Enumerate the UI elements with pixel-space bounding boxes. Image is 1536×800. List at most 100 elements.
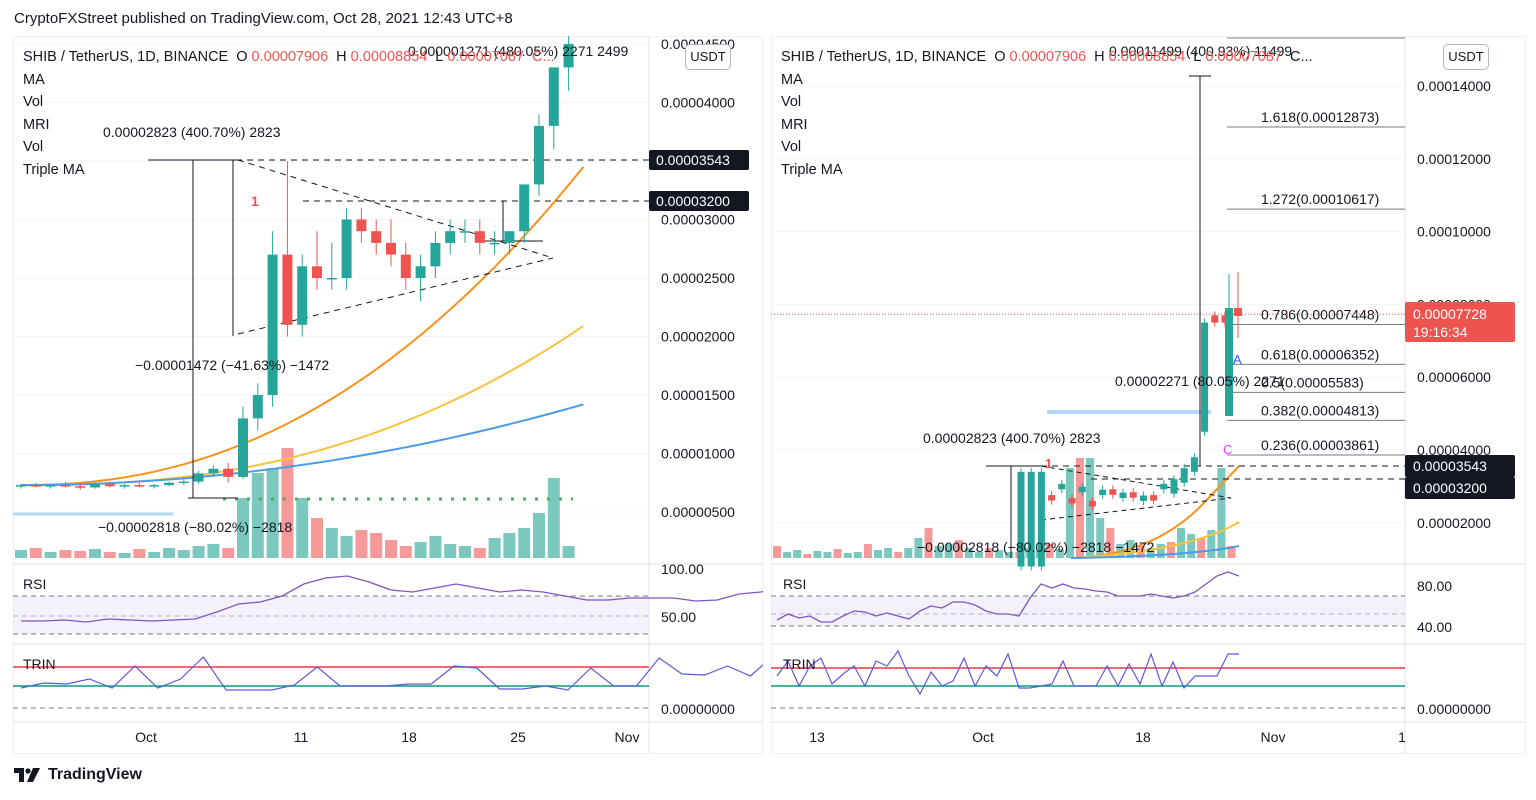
left-volume-bar xyxy=(370,533,383,558)
left-volume-bar xyxy=(311,518,323,558)
left-candle-body xyxy=(356,219,367,232)
right-ind-triple-ma[interactable]: Triple MA xyxy=(781,161,843,178)
right-fib-label: 1.272(0.00010617) xyxy=(1261,191,1379,207)
left-ind-mri[interactable]: MRI xyxy=(23,116,50,133)
right-ind-vol[interactable]: Vol xyxy=(781,94,802,110)
right-price-tick: 0.00010000 xyxy=(1417,224,1491,240)
left-price-tick: 0.00001000 xyxy=(661,446,735,462)
left-h-label: H xyxy=(336,49,347,65)
left-o-label: O xyxy=(236,49,248,65)
footer-brand[interactable]: TradingView xyxy=(14,766,142,784)
right-volume-bar xyxy=(773,546,781,558)
right-volume-bar xyxy=(944,544,953,558)
left-volume-bar xyxy=(562,546,575,558)
right-ind-mri[interactable]: MRI xyxy=(781,116,808,133)
left-ind-ma[interactable]: MA xyxy=(23,71,45,88)
left-volume-bar xyxy=(177,550,190,558)
right-time-tick: 13 xyxy=(809,729,825,745)
left-ind-vol[interactable]: Vol xyxy=(23,94,44,110)
published-header: CryptoFXStreet published on TradingView.… xyxy=(14,10,513,27)
left-candle-body xyxy=(504,231,515,243)
right-badge-text: 0.00003200 xyxy=(1413,480,1487,496)
right-fib-label: 0.618(0.00006352) xyxy=(1261,346,1379,362)
left-currency-button[interactable]: USDT xyxy=(685,44,731,70)
right-volume-bar xyxy=(1187,534,1196,558)
left-trin-tick: 0.00000000 xyxy=(661,701,735,717)
right-ind-vol2[interactable]: Vol xyxy=(781,139,802,155)
right-candle-body xyxy=(1048,495,1056,501)
right-volume-bar xyxy=(924,528,933,558)
left-annot-overlap: 0.000001271 (480.05%) 2271 2499 xyxy=(408,43,629,59)
left-ind-triple-ma[interactable]: Triple MA xyxy=(23,161,85,178)
right-price-tick: 0.00002000 xyxy=(1417,515,1491,531)
left-time-tick: 25 xyxy=(510,729,526,745)
right-rsi-label[interactable]: RSI xyxy=(783,576,807,592)
left-volume-bar xyxy=(15,550,27,558)
right-volume-bar xyxy=(995,550,1004,558)
right-candle-body xyxy=(1109,489,1117,495)
left-time-tick: Oct xyxy=(135,729,157,745)
right-symbol[interactable]: SHIB / TetherUS, 1D, BINANCE xyxy=(781,49,987,65)
right-candle-body xyxy=(1170,479,1178,494)
right-volume-bar xyxy=(853,552,862,558)
left-candle-body xyxy=(519,184,530,232)
right-ma-blue xyxy=(1070,545,1240,559)
left-volume-bar xyxy=(444,544,457,558)
right-trin-label[interactable]: TRIN xyxy=(783,656,816,672)
right-volume-bar xyxy=(1055,549,1064,558)
right-candle-body xyxy=(1190,457,1198,472)
left-volume-bar xyxy=(44,552,57,558)
left-candle-body xyxy=(223,468,234,477)
left-trin-label[interactable]: TRIN xyxy=(23,656,56,672)
left-ma-orange xyxy=(20,166,585,487)
right-c-trunc: C... xyxy=(1290,49,1313,65)
right-ind-ma[interactable]: MA xyxy=(781,71,803,88)
right-volume-bar xyxy=(1197,538,1206,558)
tradingview-logo-icon xyxy=(14,768,40,782)
left-price-tick: 0.00004000 xyxy=(661,95,735,111)
left-ind-vol2[interactable]: Vol xyxy=(23,139,44,155)
left-trin-line xyxy=(20,656,763,691)
right-rsi-band xyxy=(771,596,1405,626)
left-volume-bar xyxy=(266,468,279,558)
left-price-tick: 0.00002000 xyxy=(661,329,735,345)
right-last-body xyxy=(1234,308,1242,316)
left-legend: SHIB / TetherUS, 1D, BINANCE O 0.00007906… xyxy=(23,46,559,181)
right-time-tick: Nov xyxy=(1261,729,1286,745)
left-annot-top: 0.00002823 (400.70%) 2823 xyxy=(103,124,281,140)
right-volume-bar xyxy=(1086,458,1095,558)
right-annot-bottom: −0.00002818 (−80.02%) −2818 −1472 xyxy=(917,539,1155,555)
left-volume-bar xyxy=(296,498,309,558)
right-time-tick: Oct xyxy=(972,729,994,745)
left-volume-bar xyxy=(192,546,205,558)
left-candle-body xyxy=(534,125,544,185)
left-candle-body xyxy=(430,242,441,267)
right-volume-bar xyxy=(1146,548,1155,558)
left-rsi-label[interactable]: RSI xyxy=(23,576,47,592)
left-rsi-tick: 50.00 xyxy=(661,609,696,625)
left-candle-body xyxy=(252,395,263,419)
right-marker-1: 1 xyxy=(1045,456,1052,471)
right-currency-button[interactable]: USDT xyxy=(1443,44,1489,70)
left-badge-text: 0.00003543 xyxy=(656,152,730,168)
left-l-value: 0.00007087 xyxy=(447,49,524,65)
right-chart-svg[interactable]: 0.000140000.000120000.000100000.00008000… xyxy=(771,36,1526,754)
left-candle-body xyxy=(312,266,322,278)
left-volume-bar xyxy=(207,544,220,558)
left-chart-svg[interactable]: 0.000045000.000040000.000035000.00003000… xyxy=(13,36,763,754)
left-badge-bg xyxy=(649,191,749,211)
left-candle-body xyxy=(489,242,500,245)
right-badge-bg xyxy=(1405,477,1515,499)
right-rsi-tick: 40.00 xyxy=(1417,619,1452,635)
left-candle-body xyxy=(45,485,56,487)
left-volume-bar xyxy=(459,546,471,558)
right-chart-panel[interactable]: 0.000140000.000120000.000100000.00008000… xyxy=(771,36,1526,754)
right-volume-bar xyxy=(1166,542,1175,558)
right-volume-bar xyxy=(1076,458,1084,558)
left-candle-body xyxy=(548,67,559,126)
right-badge-text: 0.00003543 xyxy=(1413,458,1487,474)
left-chart-panel[interactable]: 0.000045000.000040000.000035000.00003000… xyxy=(13,36,763,754)
left-rsi-line xyxy=(21,575,763,623)
right-volume-bar xyxy=(1207,530,1216,558)
left-symbol[interactable]: SHIB / TetherUS, 1D, BINANCE xyxy=(23,49,229,65)
